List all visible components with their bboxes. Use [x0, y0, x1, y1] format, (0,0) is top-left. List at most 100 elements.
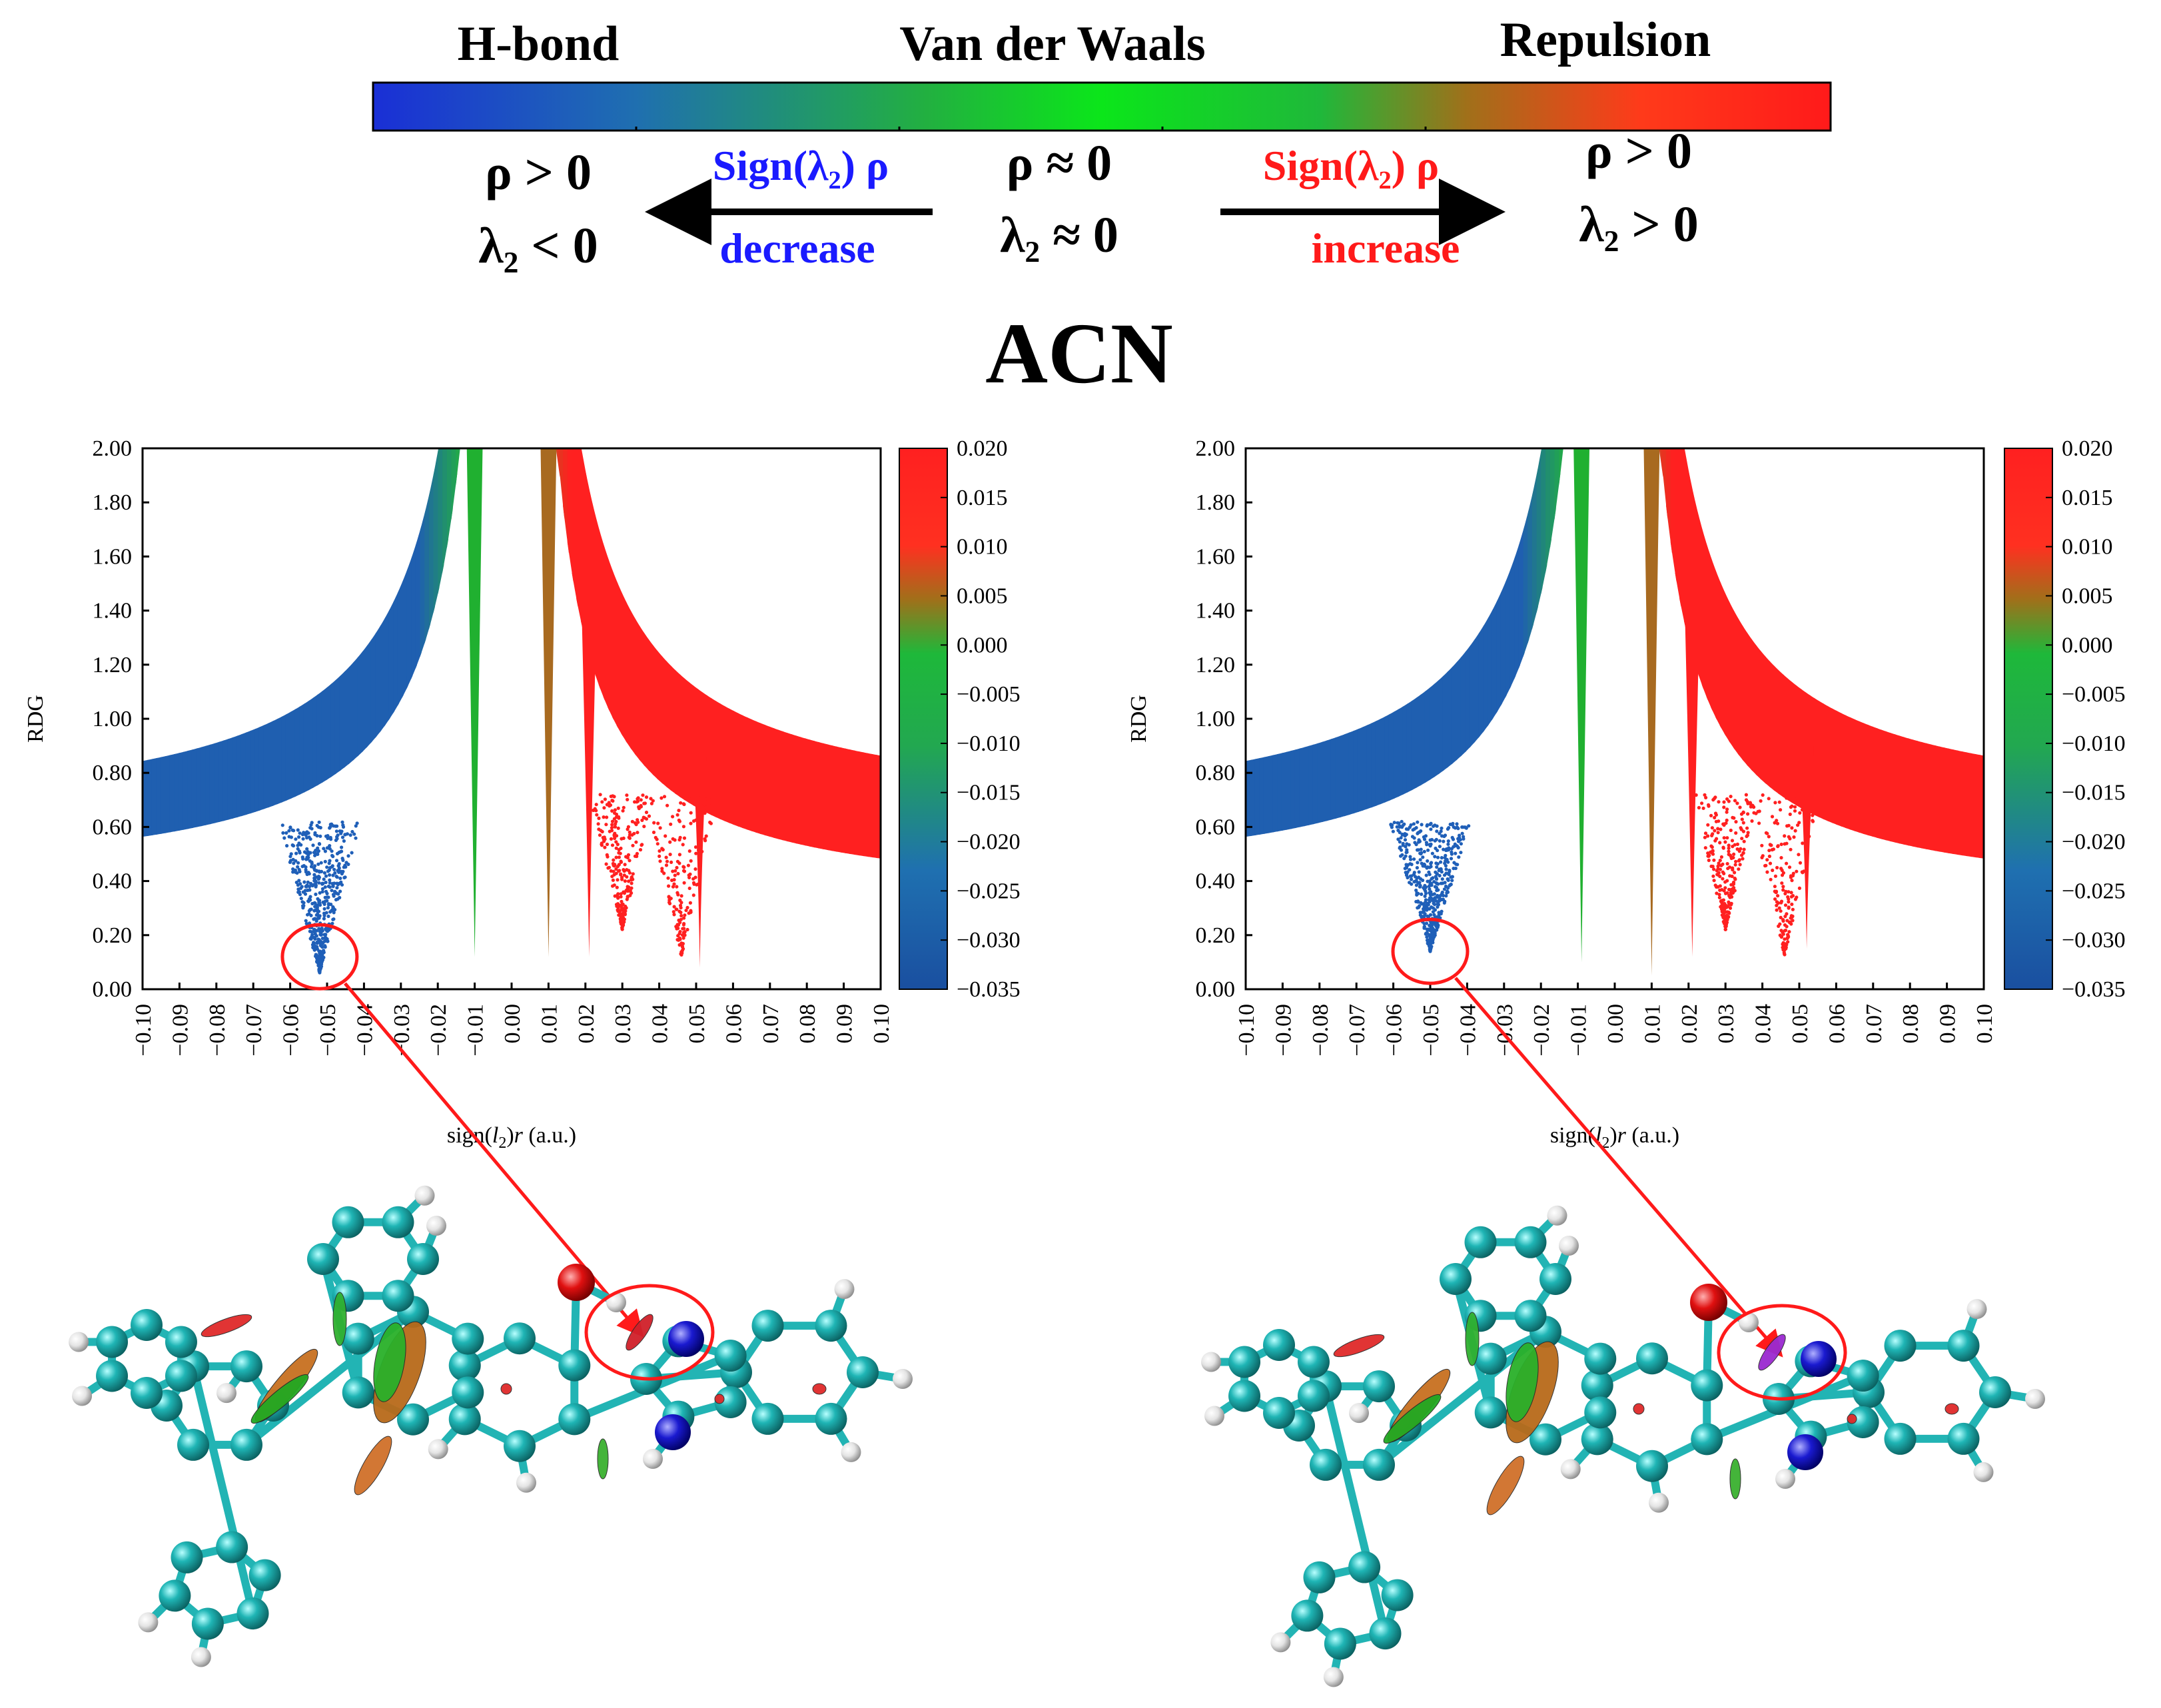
repulsion-scatter-point: [1780, 873, 1785, 877]
hbond-scatter-point: [342, 875, 346, 880]
density-band-left-strip: [218, 740, 225, 823]
repulsion-scatter-point: [1731, 868, 1735, 872]
repulsion-scatter-point: [631, 843, 635, 847]
repulsion-scatter-point: [594, 803, 598, 807]
hbond-scatter-point: [1450, 852, 1454, 856]
repulsion-scatter-point: [1704, 795, 1708, 799]
hbond-scatter-point: [1417, 870, 1421, 874]
density-band-right-strip: [1876, 727, 1883, 839]
density-band-left-strip: [380, 616, 386, 733]
repulsion-scatter-point: [689, 909, 693, 913]
density-band-right-strip: [863, 752, 869, 857]
density-band-right-strip: [626, 600, 632, 750]
repulsion-scatter-point: [687, 911, 691, 915]
legend-increase-word: increase: [1312, 224, 1460, 272]
density-band-right-strip: [1956, 750, 1963, 856]
density-band-left-strip: [1545, 448, 1551, 574]
repulsion-scatter-point: [1713, 829, 1717, 833]
carbon-atom: [397, 1403, 429, 1436]
repulsion-scatter-point: [1790, 902, 1794, 907]
repulsion-scatter-point: [605, 842, 610, 847]
hbond-scatter-point: [298, 869, 302, 873]
density-band-right-strip: [804, 738, 811, 847]
repulsion-scatter-point: [671, 885, 675, 889]
repulsion-scatter-point: [606, 855, 610, 859]
carbon-atom: [1884, 1330, 1917, 1362]
hbond-scatter-point: [1441, 897, 1445, 901]
repulsion-scatter-point: [610, 809, 614, 813]
hydrogen-atom: [1775, 1469, 1795, 1489]
carbon-atom: [230, 1428, 262, 1461]
hbond-scatter-point: [1462, 835, 1466, 839]
repulsion-scatter-point: [1760, 843, 1764, 847]
hbond-scatter-point: [331, 873, 335, 877]
carbon-atom: [1514, 1226, 1547, 1258]
repulsion-scatter-point: [596, 822, 600, 826]
repulsion-scatter-point: [1787, 890, 1791, 894]
repulsion-scatter-point: [630, 881, 634, 885]
hbond-scatter-point: [324, 933, 328, 937]
hbond-scatter-point: [1397, 821, 1401, 825]
hbond-scatter-point: [1396, 828, 1400, 833]
repulsion-scatter-point: [1783, 937, 1787, 941]
density-band-left-strip: [438, 448, 444, 595]
x-tick-label: −0.10: [131, 1004, 156, 1057]
hbond-scatter-point: [308, 921, 312, 925]
hbond-scatter-point: [290, 828, 294, 832]
carbon-atom: [1310, 1448, 1342, 1481]
repulsion-scatter-point: [1712, 858, 1716, 862]
repulsion-scatter-point: [677, 861, 681, 865]
density-band-left-strip: [339, 671, 346, 771]
hbond-scatter-point: [317, 949, 321, 953]
repulsion-scatter-point: [1717, 819, 1721, 823]
repulsion-scatter-point: [673, 838, 677, 842]
hbond-scatter-point: [1424, 873, 1428, 877]
repulsion-scatter-point: [709, 798, 713, 802]
repulsion-scatter-point: [1722, 800, 1726, 804]
repulsion-scatter-point: [636, 820, 640, 824]
repulsion-scatter-point: [708, 820, 712, 825]
carbon-atom: [1474, 1342, 1507, 1375]
hbond-scatter-point: [340, 820, 344, 824]
repulsion-scatter-point: [651, 830, 656, 835]
repulsion-scatter-point: [630, 886, 634, 890]
hbond-scatter-point: [1435, 865, 1439, 869]
repulsion-scatter-point: [662, 795, 667, 799]
hbond-scatter-point: [1422, 908, 1426, 912]
repulsion-scatter-point: [1734, 820, 1738, 824]
hbond-scatter-point: [1432, 934, 1436, 938]
hydrogen-atom: [1201, 1352, 1222, 1372]
hbond-scatter-point: [1414, 875, 1418, 879]
density-band-left-strip: [1563, 435, 1569, 446]
density-band-right-strip: [1823, 703, 1829, 822]
repulsion-scatter-point: [613, 825, 618, 829]
repulsion-scatter-point: [1785, 861, 1789, 865]
repulsion-scatter-point: [625, 897, 629, 901]
hbond-scatter-point: [316, 940, 320, 944]
density-band-left-strip: [191, 748, 198, 829]
hbond-scatter-point: [1408, 862, 1412, 866]
repulsion-scatter-point: [1723, 891, 1728, 895]
repulsion-scatter-point: [1746, 812, 1750, 816]
hbond-scatter-point: [1412, 857, 1416, 861]
hbond-scatter-point: [1422, 886, 1426, 890]
hbond-scatter-point: [307, 897, 311, 901]
density-band-right-strip: [1935, 745, 1941, 852]
hydrogen-atom: [2025, 1389, 2045, 1409]
density-band-right-strip: [845, 748, 851, 855]
hbond-scatter-point: [323, 944, 327, 948]
repulsion-scatter-point: [668, 853, 672, 857]
repulsion-scatter-point: [1779, 909, 1783, 913]
density-band-left-strip: [160, 755, 167, 834]
repulsion-scatter-point: [681, 865, 685, 869]
hbond-scatter-point: [1404, 866, 1408, 870]
repulsion-scatter-point: [1723, 886, 1727, 890]
repulsion-scatter-point: [679, 917, 683, 921]
hbond-scatter-point: [1453, 844, 1457, 848]
hbond-scatter-point: [1450, 875, 1454, 879]
repulsion-scatter-point: [617, 909, 621, 913]
nci-isosurface: [1945, 1403, 1959, 1415]
hbond-scatter-point: [313, 932, 317, 936]
density-band-left-strip: [451, 448, 458, 520]
repulsion-scatter-point: [1760, 855, 1764, 859]
